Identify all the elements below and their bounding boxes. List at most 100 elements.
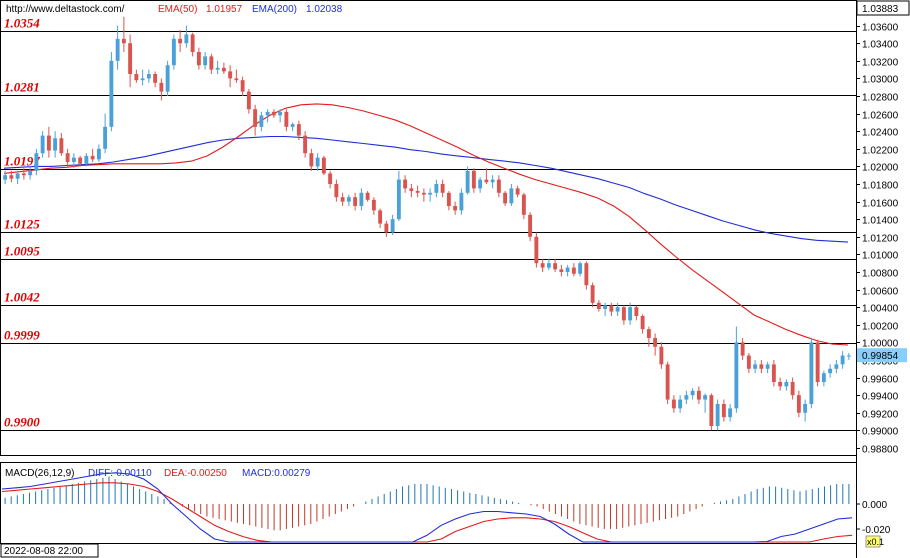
candle-body (640, 315, 645, 330)
candle-body (503, 192, 508, 204)
candle-body (559, 269, 564, 272)
source-url[interactable]: http://www.deltastock.com/ (6, 4, 125, 15)
current-price-box (857, 348, 907, 363)
candle-body (421, 192, 426, 195)
price-tick-label: 0.99600 (862, 375, 899, 386)
ema200-value: 1.02038 (306, 4, 343, 15)
level-lines: 1.0354 1.0281 1.0197 1.0125 1.0095 1.0042 0.99… (1, 16, 856, 431)
candle-body (259, 115, 264, 127)
candle-body (478, 179, 483, 189)
candle-body (340, 197, 345, 202)
candle-body (203, 56, 208, 66)
candle-body (434, 184, 439, 193)
candle-body (353, 197, 358, 207)
top-price: 1.03883 (862, 4, 899, 15)
candle-body (265, 111, 270, 116)
price-panel[interactable] (0, 0, 857, 456)
candle-body (40, 135, 45, 154)
candle-body (678, 399, 683, 409)
candle-body (303, 135, 308, 154)
candle-body (65, 153, 70, 163)
macd-tick-zero: 0.000 (862, 500, 887, 511)
candle-body (71, 157, 76, 163)
candle-body (278, 111, 283, 116)
candle-body (446, 192, 451, 207)
price-tick-label: 0.99200 (862, 410, 899, 421)
ema200-label: EMA(200) (252, 4, 297, 15)
zoom-level[interactable]: x0.1 (867, 537, 884, 547)
price-tick-label: 1.01800 (862, 181, 899, 192)
price-tick-label: 1.02400 (862, 128, 899, 139)
candle-body (571, 267, 576, 274)
price-tick-label: 0.98800 (862, 445, 899, 456)
level-label: 1.0095 (4, 244, 40, 259)
price-tick-label: 1.00400 (862, 304, 899, 315)
candle-body (453, 206, 458, 211)
candle-body (515, 188, 520, 195)
candle-body (765, 364, 770, 369)
candle-body (803, 403, 808, 413)
candle-body (390, 219, 395, 233)
candle-body (371, 199, 376, 211)
candle-body (734, 342, 739, 409)
macd-lines (1, 472, 853, 543)
candle-body (665, 364, 670, 400)
price-tick-label: 1.01200 (862, 234, 899, 245)
candle-body (809, 342, 814, 404)
candle-body (790, 381, 795, 396)
candle-body (484, 179, 489, 183)
macd-title: MACD(26,12,9) (5, 468, 74, 479)
current-price: 0.99854 (862, 351, 899, 362)
candle-body (653, 337, 658, 347)
candle-body (78, 157, 83, 164)
macd-panel[interactable] (0, 462, 857, 544)
zoom-box[interactable] (865, 535, 881, 548)
price-tick-label: 1.03400 (862, 40, 899, 51)
candle-body (590, 285, 595, 303)
price-tick-label: 1.03000 (862, 75, 899, 86)
candle-body (9, 175, 14, 179)
candle-body (59, 138, 64, 154)
candle-body (209, 56, 214, 70)
candle-body (3, 175, 8, 180)
price-tick-label: 1.03200 (862, 58, 899, 69)
candle-body (496, 179, 501, 193)
candle-body (521, 194, 526, 215)
level-label: 1.0042 (4, 290, 40, 305)
candle-body (759, 364, 764, 369)
candle-body (396, 179, 401, 220)
candle-body (328, 173, 333, 185)
candle-body (153, 74, 158, 83)
candle-body (721, 403, 726, 418)
candle-body (459, 192, 464, 211)
candle-body (146, 74, 151, 79)
candle-body (290, 124, 295, 127)
candle-body (84, 155, 89, 164)
ema50-label: EMA(50) (158, 4, 197, 15)
candle-body (34, 153, 39, 171)
ema200-path (3, 135, 849, 243)
macd-diff: DIFF:-0.00110 (88, 468, 152, 479)
current-date: 2022-08-08 22:00 (4, 546, 83, 557)
candle-body (546, 263, 551, 268)
candle-body (690, 390, 695, 396)
candle-body (128, 43, 133, 75)
candle-body (684, 395, 689, 400)
candle-body (46, 135, 51, 151)
candle-body (821, 373, 826, 382)
candle-body (578, 263, 583, 274)
candle-body (346, 197, 351, 202)
candle-body (28, 170, 33, 176)
candle-body (284, 111, 289, 127)
candle-body (190, 34, 195, 53)
price-tick-label: 1.01000 (862, 251, 899, 262)
candle-body (334, 184, 339, 198)
candle-body (309, 153, 314, 167)
price-tick-label: 1.00000 (862, 339, 899, 350)
candle-body (15, 173, 20, 179)
candle-body (403, 179, 408, 189)
candle-body (90, 155, 95, 160)
price-tick-label: 1.01600 (862, 199, 899, 210)
candle-body (440, 184, 445, 193)
price-tick-label: 1.00800 (862, 269, 899, 280)
